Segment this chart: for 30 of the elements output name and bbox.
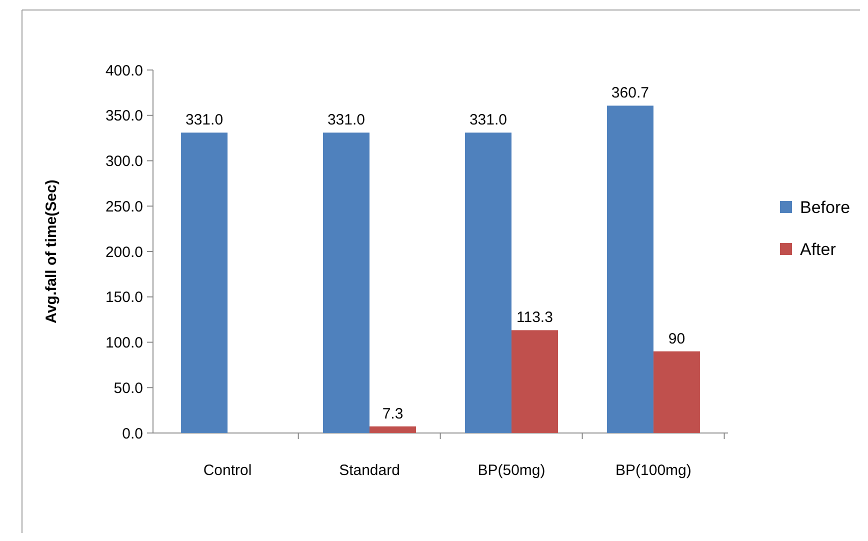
- data-label: 331.0: [327, 112, 366, 129]
- bar: [653, 351, 700, 433]
- data-label: 113.3: [516, 309, 553, 326]
- data-label: 90: [668, 330, 686, 348]
- y-tick-label: 150.0: [105, 289, 143, 306]
- bar: [323, 132, 370, 433]
- bar: [464, 132, 512, 433]
- y-tick-label: 300.0: [105, 153, 143, 170]
- x-tick-label: Control: [203, 462, 252, 479]
- data-label: 331.0: [469, 112, 508, 129]
- y-tick-label: 400.0: [105, 62, 143, 80]
- data-label: 331.0: [186, 112, 224, 129]
- data-label: 7.3: [382, 405, 404, 422]
- y-tick-label: 350.0: [105, 108, 143, 125]
- legend-label: After: [800, 240, 836, 259]
- y-axis-title: Avg.fall of time(Sec): [43, 180, 60, 324]
- y-tick-label: 50.0: [114, 380, 143, 397]
- bar: [181, 132, 228, 433]
- legend-label: Before: [800, 198, 850, 217]
- bar: [511, 330, 558, 433]
- x-tick-label: BP(50mg): [478, 462, 546, 479]
- data-label: 360.7: [611, 84, 649, 102]
- bar: [370, 426, 416, 433]
- y-tick-label: 100.0: [105, 334, 143, 352]
- bar: [606, 106, 654, 433]
- y-tick-label: 250.0: [105, 198, 143, 216]
- y-tick-label: 200.0: [105, 244, 143, 261]
- x-tick-label: Standard: [339, 462, 400, 479]
- x-tick-label: BP(100mg): [616, 462, 692, 479]
- y-tick-label: 0.0: [122, 425, 143, 442]
